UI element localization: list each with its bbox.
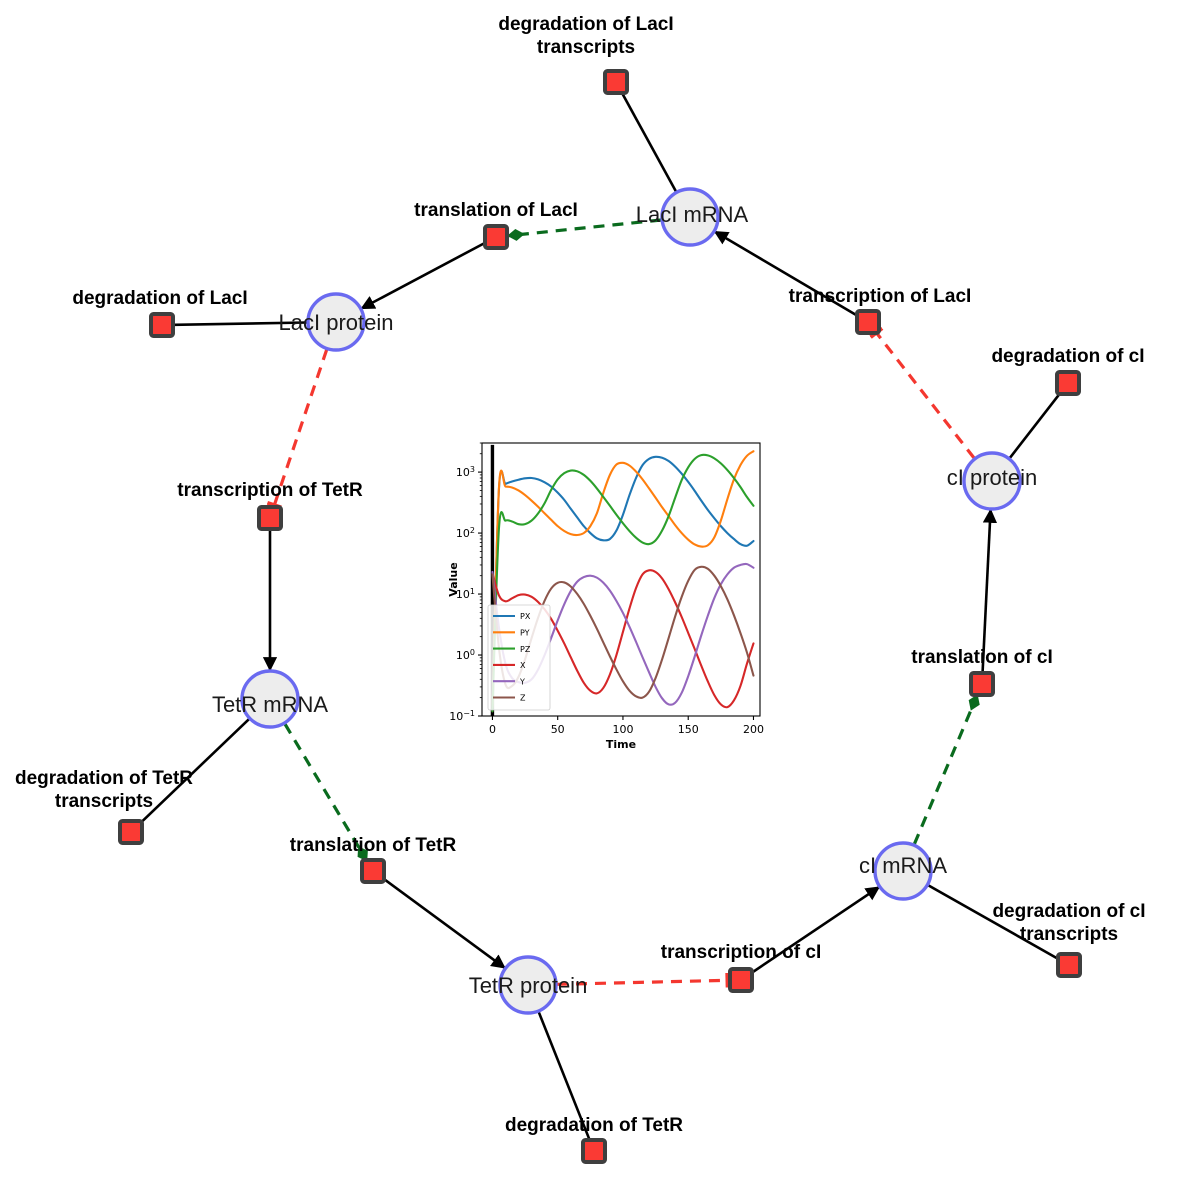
- reaction-label-deg_ci: degradation of cI: [991, 346, 1144, 367]
- edge-layer: [139, 92, 1062, 1140]
- timecourse-plot: 0 50 100 150 200 10−1 100 101 102 103 Time Value PX P…: [444, 436, 774, 748]
- legend-label-Z: Z: [520, 694, 526, 703]
- node-layer: [118, 69, 1082, 1164]
- edge-product: [751, 886, 881, 974]
- edge-product: [981, 508, 998, 672]
- edge-product: [537, 1011, 591, 1140]
- reaction-node-trx_ci[interactable]: [728, 967, 754, 993]
- edge-product: [1008, 392, 1062, 459]
- reaction-node-deg_tetr[interactable]: [581, 1138, 607, 1164]
- species-label-ci_mrna: cI mRNA: [859, 853, 947, 878]
- plot-legend: PX PY PZ XYZ: [487, 604, 551, 711]
- x-tick-label: 150: [678, 723, 699, 736]
- x-tick-label: 0: [489, 723, 496, 736]
- edge-modifier: [283, 723, 368, 862]
- reaction-node-deg_laci[interactable]: [149, 312, 175, 338]
- edge-product: [927, 884, 1059, 960]
- legend-box: [487, 604, 551, 711]
- reaction-label-deg_tetr_mrna: degradation of TetR transcripts: [15, 768, 193, 812]
- edge-inhibition: [556, 972, 730, 988]
- legend-label-PY: PY: [520, 629, 530, 638]
- edge-product: [713, 230, 858, 317]
- reaction-label-trl_ci: translation of cI: [911, 647, 1052, 668]
- reaction-label-trx_ci: transcription of cI: [661, 942, 821, 963]
- species-label-tetr_mrna: TetR mRNA: [212, 692, 328, 717]
- edge-product: [139, 718, 250, 824]
- legend-label-Y: Y: [519, 677, 525, 686]
- x-tick-label: 50: [551, 723, 565, 736]
- plot-root: 0 50 100 150 20010−1100101102103TimeValuePXP…: [447, 442, 764, 748]
- species-node-tetr_protein[interactable]: [498, 955, 558, 1015]
- species-node-ci_protein[interactable]: [962, 451, 1022, 511]
- species-node-laci_protein[interactable]: [306, 292, 366, 352]
- reaction-label-trl_tetr: translation of TetR: [290, 835, 457, 856]
- edge-inhibition: [869, 326, 976, 460]
- legend-label-PX: PX: [520, 612, 531, 621]
- reaction-label-deg_laci: degradation of LacI: [72, 288, 247, 309]
- reaction-node-deg_tetr_mrna[interactable]: [118, 819, 144, 845]
- edge-modifier: [912, 694, 980, 845]
- species-label-laci_mrna: LacI mRNA: [636, 202, 749, 227]
- y-axis-title: Value: [447, 562, 460, 596]
- species-node-laci_mrna[interactable]: [660, 187, 720, 247]
- reaction-node-trl_ci[interactable]: [969, 671, 995, 697]
- edge-product: [360, 241, 486, 310]
- species-label-tetr_protein: TetR protein: [469, 973, 588, 998]
- edge-product: [174, 321, 308, 327]
- species-label-ci_protein: cI protein: [947, 465, 1038, 490]
- legend-label-PZ: PZ: [520, 645, 531, 654]
- series-line-X: [491, 569, 755, 709]
- reaction-node-deg_ci[interactable]: [1055, 370, 1081, 396]
- reaction-node-trl_laci[interactable]: [483, 224, 509, 250]
- species-node-tetr_mrna[interactable]: [240, 669, 300, 729]
- reaction-label-trx_tetr: transcription of TetR: [177, 480, 363, 501]
- reaction-node-deg_laci_mrna[interactable]: [603, 69, 629, 95]
- reaction-node-trl_tetr[interactable]: [360, 858, 386, 884]
- species-label-laci_protein: LacI protein: [279, 310, 394, 335]
- edge-modifier: [507, 218, 662, 241]
- series-line-PZ: [491, 453, 755, 713]
- series-line-PY: [491, 450, 755, 713]
- reaction-node-trx_tetr[interactable]: [257, 505, 283, 531]
- edge-inhibition: [266, 348, 329, 510]
- reaction-label-trl_laci: translation of LacI: [414, 200, 578, 221]
- reaction-label-deg_tetr: degradation of TetR: [505, 1115, 683, 1136]
- reaction-label-trx_laci: transcription of LacI: [789, 286, 972, 307]
- x-axis-title: Time: [606, 738, 636, 748]
- label-layer: LacI mRNA LacI protein TetR mRNA TetR prote…: [15, 14, 1146, 1136]
- edge-product: [382, 877, 506, 969]
- reaction-node-deg_ci_mrna[interactable]: [1056, 952, 1082, 978]
- legend-label-X: X: [520, 661, 526, 670]
- species-node-ci_mrna[interactable]: [873, 841, 933, 901]
- reaction-label-deg_laci_mrna: degradation of LacI transcripts: [498, 14, 673, 58]
- reaction-label-deg_ci_mrna: degradation of cI transcripts: [992, 901, 1145, 945]
- x-tick-label: 200: [743, 723, 764, 736]
- edge-product: [621, 92, 678, 193]
- reaction-node-trx_laci[interactable]: [855, 309, 881, 335]
- x-tick-label: 100: [612, 723, 633, 736]
